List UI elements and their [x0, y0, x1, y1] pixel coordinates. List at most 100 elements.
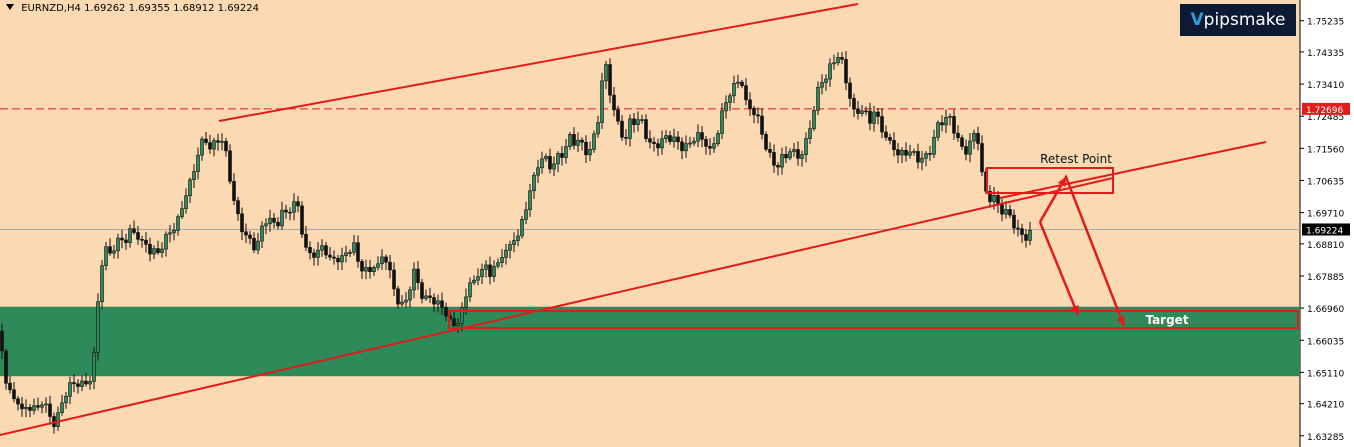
candle-body	[532, 174, 536, 192]
candle-body	[820, 82, 824, 88]
candle-body	[324, 245, 328, 256]
candle-body	[936, 122, 940, 138]
candle-body	[1004, 209, 1008, 215]
candle-body	[940, 122, 944, 126]
symbol-header: EURNZD,H4 1.69262 1.69355 1.68912 1.6922…	[6, 3, 259, 14]
candle-body	[628, 118, 632, 139]
candle-body	[600, 80, 604, 123]
dropdown-triangle-icon[interactable]	[6, 4, 14, 10]
candle-body	[980, 143, 984, 173]
candle-body	[180, 208, 184, 217]
candle-body	[276, 221, 280, 227]
candle-body	[812, 110, 816, 129]
candle-body	[288, 211, 292, 214]
symbol-label: EURNZD,H4	[21, 3, 81, 14]
candle-body	[228, 150, 232, 182]
candle-body	[224, 140, 228, 152]
candle-body	[972, 132, 976, 142]
candle-body	[836, 57, 840, 64]
candle-body	[492, 265, 496, 277]
candle-body	[580, 139, 584, 143]
candle-body	[340, 255, 344, 263]
candle-body	[524, 209, 528, 220]
ohlc-values: 1.69262 1.69355 1.68912 1.69224	[84, 3, 260, 14]
candle-body	[808, 128, 812, 139]
candle-body	[824, 78, 828, 83]
y-tick-label: 1.63285	[1307, 433, 1344, 443]
candle-body	[252, 237, 256, 251]
brand-logo-text: pipsmake	[1203, 10, 1286, 30]
candle-body	[520, 219, 524, 237]
candle-body	[696, 132, 700, 142]
candle-body	[852, 98, 856, 110]
candle-body	[256, 240, 260, 251]
candle-body	[292, 201, 296, 213]
candle-body	[392, 269, 396, 290]
candle-body	[72, 382, 76, 385]
candle-body	[504, 249, 508, 258]
candle-body	[264, 223, 268, 227]
candle-body	[396, 288, 400, 305]
current-price-tag	[1302, 223, 1350, 236]
candle-body	[44, 403, 48, 406]
candle-body	[736, 81, 740, 84]
candle-body	[244, 231, 248, 236]
candle-body	[740, 81, 744, 86]
candle-body	[464, 296, 468, 308]
candle-body	[896, 149, 900, 156]
candle-body	[872, 111, 876, 124]
candle-body	[748, 99, 752, 109]
brand-logo: Vpipsmake	[1180, 4, 1296, 36]
candle-body	[160, 248, 164, 253]
candle-body	[724, 102, 728, 112]
current-price-label: 1.69224	[1306, 226, 1343, 236]
candle-body	[80, 380, 84, 387]
candle-body	[768, 148, 772, 153]
candle-body	[156, 248, 160, 253]
candle-body	[572, 134, 576, 146]
candle-body	[792, 149, 796, 153]
y-tick-label: 1.69710	[1307, 210, 1344, 220]
channel-lower-trendline	[0, 177, 1114, 436]
candle-body	[1000, 204, 1004, 215]
support-zone	[0, 306, 1300, 377]
candle-body	[588, 149, 592, 156]
resistance-price-label: 1.72696	[1306, 106, 1343, 116]
candle-body	[928, 153, 932, 155]
candle-body	[720, 110, 724, 134]
candle-body	[68, 382, 72, 397]
candle-body	[388, 261, 392, 271]
candle-body	[944, 116, 948, 126]
candle-body	[788, 151, 792, 159]
candle-body	[672, 136, 676, 142]
candle-body	[36, 405, 40, 408]
candle-body	[140, 239, 144, 241]
candle-body	[744, 85, 748, 101]
candle-body	[576, 139, 580, 146]
candle-body	[644, 119, 648, 139]
candle-body	[700, 132, 704, 140]
candle-body	[92, 352, 96, 382]
candle-body	[848, 82, 852, 99]
candle-body	[656, 143, 660, 149]
resistance-price-tag	[1302, 102, 1350, 115]
y-tick-label: 1.64210	[1307, 401, 1344, 411]
candle-body	[784, 154, 788, 159]
candle-body	[32, 405, 36, 411]
candle-body	[24, 407, 28, 410]
candle-body	[612, 94, 616, 111]
candle-body	[368, 267, 372, 272]
candle-body	[1020, 228, 1024, 235]
arrowhead-retest	[1057, 177, 1066, 187]
candle-body	[544, 156, 548, 160]
candle-body	[212, 140, 216, 150]
candle-body	[508, 244, 512, 251]
candle-body	[356, 242, 360, 262]
candle-body	[444, 307, 448, 317]
candle-body	[372, 267, 376, 272]
candle-body	[648, 138, 652, 143]
candle-body	[584, 141, 588, 156]
candle-body	[632, 118, 636, 125]
